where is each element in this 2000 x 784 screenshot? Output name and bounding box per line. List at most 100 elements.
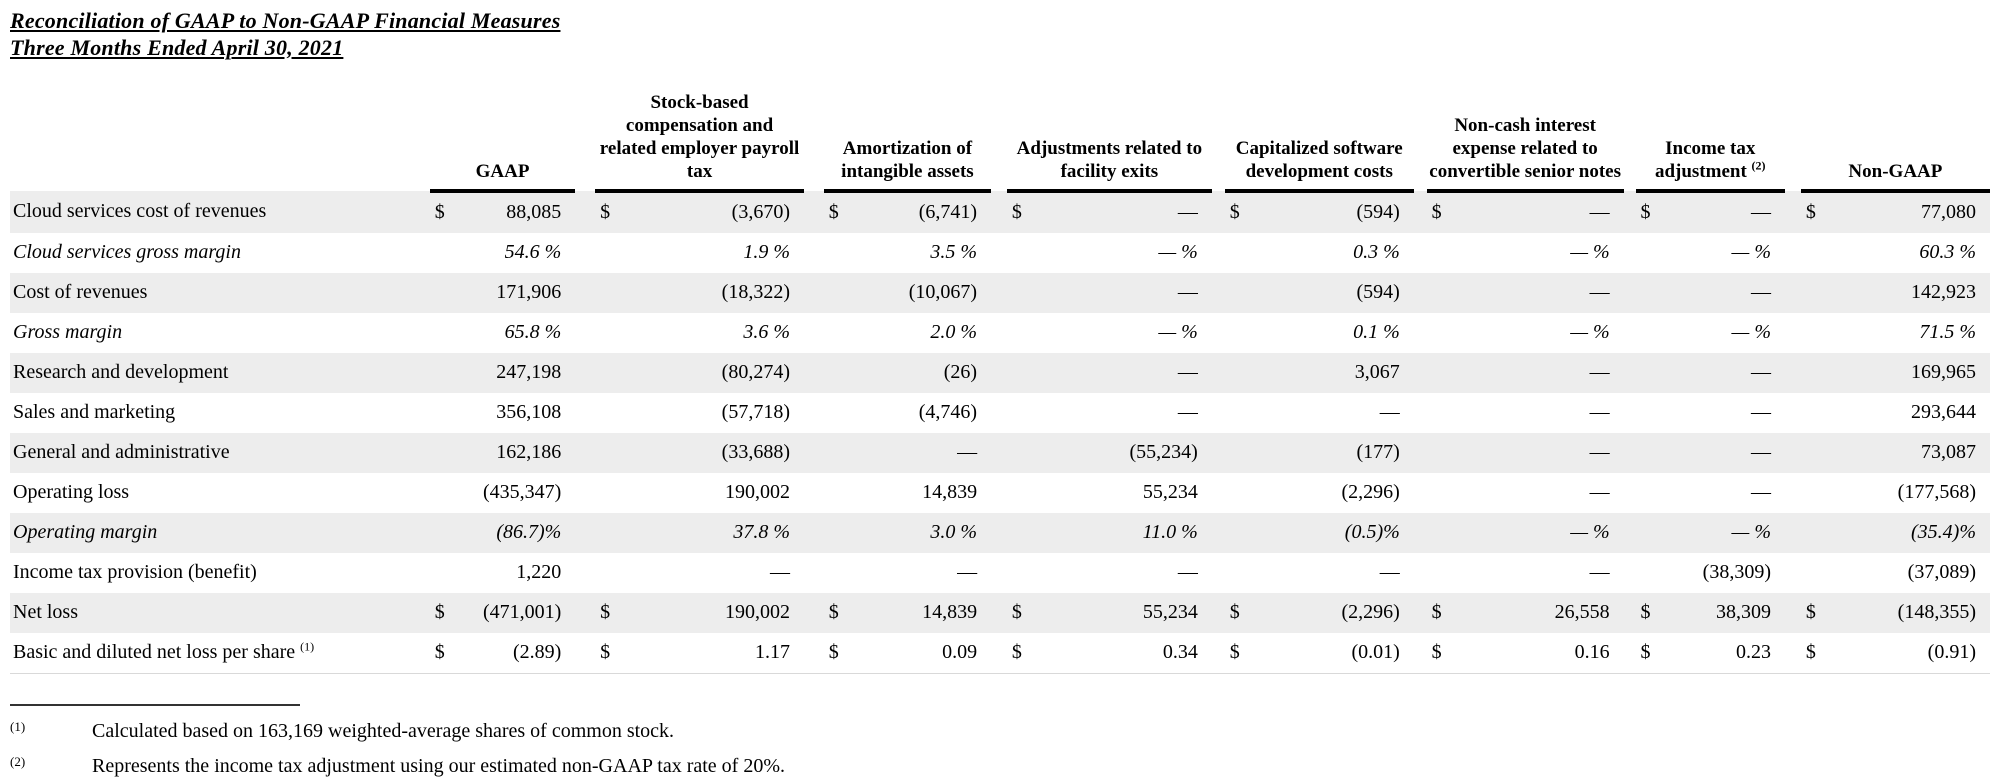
column-header: Non-GAAP xyxy=(1800,71,1990,193)
cell-dollar xyxy=(595,433,622,473)
cell-gap xyxy=(1785,393,1801,433)
footnote-text: Calculated based on 163,169 weighted-ave… xyxy=(92,719,675,742)
cell-value: — % xyxy=(1570,321,1610,344)
cell-gap xyxy=(1212,513,1225,553)
cell-value: 37.8 % xyxy=(733,521,790,544)
cell-dollar xyxy=(1225,433,1252,473)
cell-dollar xyxy=(430,473,457,513)
header-gap xyxy=(575,72,595,191)
cell-gap xyxy=(1414,593,1427,633)
cell-value: — xyxy=(1177,201,1198,224)
cell-gap xyxy=(803,632,824,674)
cell-value: — xyxy=(1750,481,1771,504)
cell-dollar xyxy=(1427,233,1454,273)
cell-gap xyxy=(991,393,1007,433)
cell-gap xyxy=(575,513,595,553)
cell-dollar xyxy=(1225,473,1252,513)
cell-gap xyxy=(804,473,824,513)
cell-value: 14,839 xyxy=(922,601,978,624)
cell-value: — % xyxy=(1570,241,1610,264)
cell-value: 3.6 % xyxy=(743,321,790,344)
cell-value: (177) xyxy=(1356,441,1400,464)
cell-gap xyxy=(804,233,824,273)
cell-dollar: $ xyxy=(600,201,611,224)
table-row: Research and development 247,198 (80,274) (… xyxy=(10,352,1990,393)
cell-value: 38,309 xyxy=(1715,601,1771,624)
cell-gap xyxy=(991,553,1007,593)
cell-gap xyxy=(406,632,430,674)
cell-gap xyxy=(991,273,1007,313)
cell-value: — xyxy=(1379,401,1400,424)
cell-value: 77,080 xyxy=(1921,201,1976,224)
cell-gap xyxy=(1785,473,1801,513)
cell-gap xyxy=(1414,553,1427,593)
cell-dollar xyxy=(824,393,851,433)
cell-gap xyxy=(1211,632,1225,674)
row-label: Research and development xyxy=(13,361,229,384)
cell-value: (18,322) xyxy=(721,281,790,304)
cell-dollar xyxy=(1636,433,1663,473)
row-label: General and administrative xyxy=(13,441,230,464)
cell-gap xyxy=(575,273,595,313)
cell-gap xyxy=(1212,313,1225,353)
cell-dollar xyxy=(1225,393,1252,433)
cell-dollar xyxy=(824,513,851,553)
cell-dollar xyxy=(430,553,457,593)
cell-gap xyxy=(1624,393,1636,433)
cell-gap xyxy=(1624,353,1636,393)
cell-gap xyxy=(1414,473,1427,513)
cell-value: 26,558 xyxy=(1554,601,1610,624)
cell-dollar xyxy=(1427,473,1454,513)
cell-value: — xyxy=(1589,201,1610,224)
cell-gap xyxy=(1624,313,1636,353)
cell-value: — xyxy=(1750,401,1771,424)
cell-dollar xyxy=(1801,433,1828,473)
cell-gap xyxy=(1785,233,1801,273)
cell-value: — xyxy=(1589,561,1610,584)
cell-value: (2,296) xyxy=(1341,481,1400,504)
cell-value: — % xyxy=(1731,321,1771,344)
header-gap xyxy=(406,72,430,191)
table-row: Gross margin 65.8 % 3.6 % 2.0 % — % 0.1 % — % —… xyxy=(10,313,1990,353)
cell-value: 3.0 % xyxy=(930,521,978,544)
cell-gap xyxy=(575,632,596,674)
cell-value: (6,741) xyxy=(918,201,978,224)
cell-gap xyxy=(1212,393,1225,433)
cell-value: (33,688) xyxy=(721,441,790,464)
cell-gap xyxy=(804,433,824,473)
cell-value: — xyxy=(1589,361,1610,384)
cell-value: (80,274) xyxy=(721,361,790,384)
cell-gap xyxy=(575,553,595,593)
cell-gap xyxy=(1414,273,1427,313)
cell-value: 73,087 xyxy=(1921,441,1976,464)
cell-gap xyxy=(1624,593,1636,633)
cell-dollar: $ xyxy=(1431,201,1442,224)
cell-value: (0.5)% xyxy=(1344,521,1400,544)
header-gap xyxy=(1414,72,1427,191)
cell-dollar: $ xyxy=(1006,632,1034,674)
cell-gap xyxy=(804,513,824,553)
cell-dollar xyxy=(595,513,622,553)
cell-value: — xyxy=(1177,401,1198,424)
cell-gap xyxy=(575,353,595,393)
cell-gap xyxy=(1414,353,1427,393)
cell-dollar xyxy=(824,473,851,513)
cell-value: — xyxy=(1589,441,1610,464)
cell-dollar xyxy=(1636,273,1663,313)
cell-gap xyxy=(575,313,595,353)
cell-dollar xyxy=(1427,313,1454,353)
cell-dollar xyxy=(430,353,457,393)
table-row: Operating loss (435,347) 190,002 14,839 55,2… xyxy=(10,473,1990,513)
cell-value: (10,067) xyxy=(908,281,978,304)
column-header: Capitalized software development costs xyxy=(1224,71,1414,193)
table-row: Cloud services gross margin 54.6 % 1.9 % 3.… xyxy=(10,233,1990,273)
cell-value: (148,355) xyxy=(1897,601,1976,624)
row-label: Operating loss xyxy=(13,481,130,504)
cell-gap xyxy=(1785,513,1801,553)
cell-dollar xyxy=(1427,513,1454,553)
cell-gap xyxy=(1414,513,1427,553)
cell-dollar xyxy=(1007,353,1034,393)
cell-dollar xyxy=(1225,513,1252,553)
cell-gap xyxy=(1624,273,1636,313)
row-label: Cost of revenues xyxy=(13,281,148,304)
